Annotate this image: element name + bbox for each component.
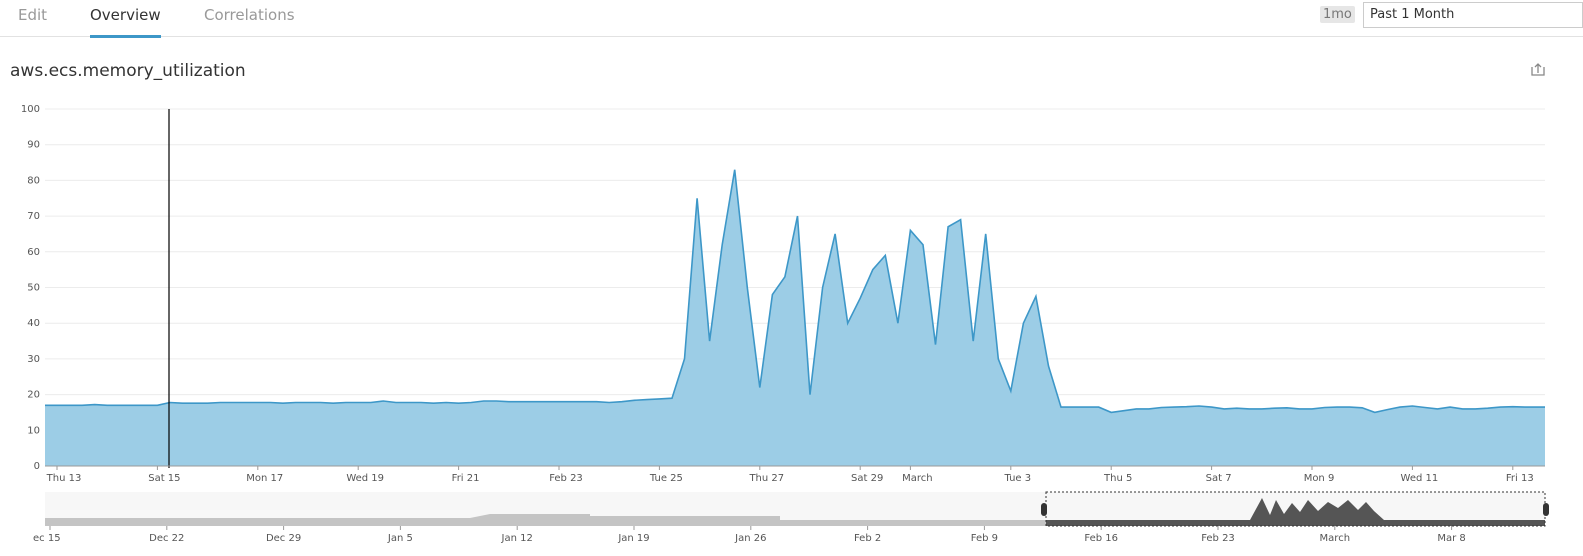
y-tick-label: 70 bbox=[27, 211, 40, 222]
y-tick-label: 80 bbox=[27, 175, 40, 186]
x-tick-label: Feb 23 bbox=[549, 473, 583, 484]
y-tick-label: 90 bbox=[27, 140, 40, 151]
navigator-area bbox=[45, 514, 1046, 526]
tab[interactable]: Correlations bbox=[204, 6, 295, 24]
top-bar: Edit Overview Correlations 1mo Past 1 Mo… bbox=[0, 0, 1583, 38]
x-tick-label: Wed 19 bbox=[346, 473, 384, 484]
export-icon[interactable] bbox=[1531, 63, 1545, 76]
y-tick-label: 0 bbox=[34, 461, 40, 472]
x-tick-label: Fri 21 bbox=[452, 473, 480, 484]
navigator-label: Feb 2 bbox=[854, 533, 881, 544]
navigator-label: Jan 5 bbox=[387, 533, 413, 544]
navigator-label: Jan 19 bbox=[617, 533, 649, 544]
chart-title: aws.ecs.memory_utilization bbox=[10, 61, 246, 81]
y-tick-label: 30 bbox=[27, 354, 40, 365]
area-line bbox=[45, 169, 1545, 414]
y-tick-label: 50 bbox=[27, 283, 40, 294]
x-tick-label: Mon 9 bbox=[1304, 473, 1335, 484]
y-tick-label: 100 bbox=[21, 104, 40, 115]
x-tick-label: Sat 7 bbox=[1206, 473, 1232, 484]
navigator-label: Jan 12 bbox=[501, 533, 533, 544]
navigator-label: Dec 29 bbox=[266, 533, 301, 544]
x-tick-label: March bbox=[902, 473, 932, 484]
navigator-label: March bbox=[1320, 533, 1350, 544]
navigator-label: Feb 9 bbox=[971, 533, 998, 544]
navigator-label: Feb 16 bbox=[1084, 533, 1118, 544]
x-tick-label: Sat 15 bbox=[148, 473, 180, 484]
x-tick-label: Thu 13 bbox=[46, 473, 82, 484]
x-tick-label: Wed 11 bbox=[1401, 473, 1439, 484]
tab-active[interactable]: Overview bbox=[90, 6, 161, 38]
navigator-label: Jan 26 bbox=[734, 533, 766, 544]
x-tick-label: Tue 3 bbox=[1003, 473, 1031, 484]
y-tick-label: 10 bbox=[27, 425, 40, 436]
tab[interactable]: Edit bbox=[18, 6, 48, 24]
navigator-label: Dec 22 bbox=[149, 533, 184, 544]
x-tick-label: Sat 29 bbox=[851, 473, 883, 484]
x-tick-label: Fri 13 bbox=[1506, 473, 1534, 484]
navigator-label: ec 15 bbox=[33, 533, 61, 544]
y-tick-label: 40 bbox=[27, 318, 40, 329]
x-tick-label: Thu 27 bbox=[748, 473, 784, 484]
navigator-label: Feb 23 bbox=[1201, 533, 1235, 544]
x-tick-label: Thu 5 bbox=[1103, 473, 1132, 484]
y-tick-label: 20 bbox=[27, 390, 40, 401]
time-badge: 1mo bbox=[1320, 6, 1355, 23]
navigator-selected-area bbox=[1046, 498, 1545, 526]
navigator-label: Mar 8 bbox=[1437, 533, 1465, 544]
navigator-handle[interactable] bbox=[1041, 503, 1047, 516]
x-tick-label: Tue 25 bbox=[649, 473, 683, 484]
y-tick-label: 60 bbox=[27, 247, 40, 258]
x-tick-label: Mon 17 bbox=[246, 473, 283, 484]
area-fill bbox=[45, 169, 1545, 466]
navigator-handle[interactable] bbox=[1543, 503, 1549, 516]
